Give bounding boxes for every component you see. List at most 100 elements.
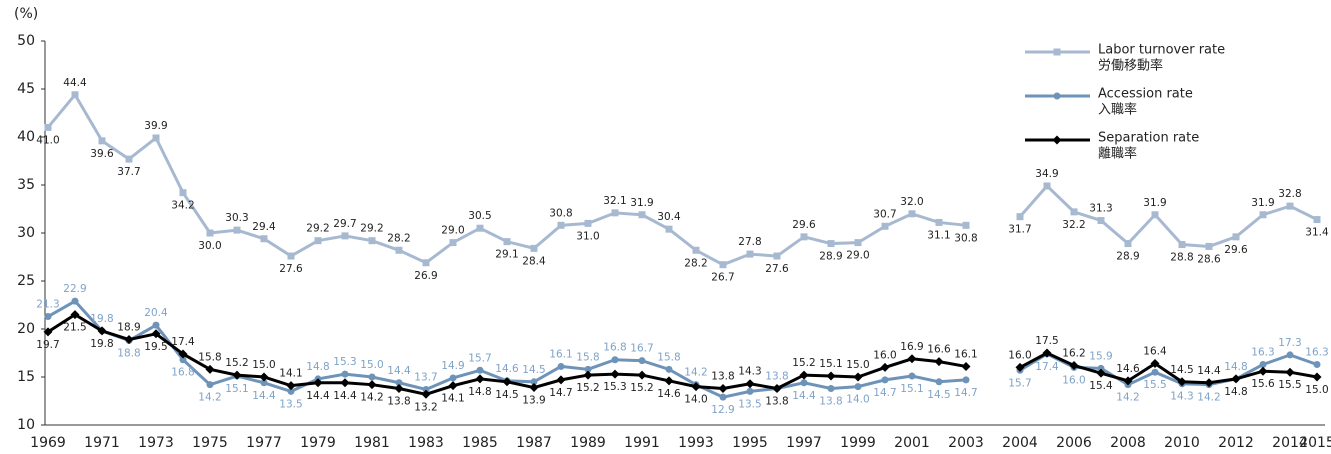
value-label: 14.0 [684,394,707,406]
point [178,349,188,359]
value-label: 13.8 [711,371,734,383]
value-label: 18.9 [117,322,140,334]
legend-label-local: 離職率 [1098,146,1137,162]
x-tick-label: 1979 [300,435,336,451]
value-label: 31.9 [1143,197,1166,209]
point [394,384,404,394]
point [44,313,52,321]
point [854,239,862,247]
x-tick-label: 1995 [732,435,768,451]
point [610,369,620,379]
value-label: 13.7 [414,371,437,383]
value-label: 18.8 [117,348,140,360]
point [341,370,349,378]
point [314,237,322,245]
point [1070,208,1078,216]
point [611,209,619,217]
value-label: 17.5 [1035,335,1058,347]
value-label: 16.0 [873,349,896,361]
point [557,221,565,229]
point [98,137,106,145]
value-label: 14.6 [495,363,519,375]
value-label: 32.0 [900,196,923,208]
point [1150,359,1160,369]
value-label: 22.9 [63,283,86,295]
point [961,361,971,371]
point [853,372,863,382]
point [691,382,701,392]
x-tick-label: 2014 [1272,435,1308,451]
value-label: 13.2 [414,401,437,413]
value-label: 37.7 [117,166,140,178]
value-label: 28.9 [1116,251,1139,263]
point [151,329,161,339]
value-label: 30.3 [225,212,248,224]
value-label: 13.8 [765,396,788,408]
point [205,364,215,374]
point [934,357,944,367]
point [665,225,673,233]
point [260,235,268,243]
point [1232,233,1240,241]
point [1312,372,1322,382]
point [206,229,214,237]
point [800,379,808,387]
value-label: 14.2 [198,392,221,404]
point [664,376,674,386]
x-tick-label: 2003 [948,435,984,451]
value-label: 15.0 [1305,384,1328,396]
y-tick-label: 45 [17,81,35,97]
point [935,378,943,386]
y-tick-label: 35 [17,177,35,193]
value-label: 17.3 [1278,337,1301,349]
value-label: 13.8 [387,396,410,408]
point [421,389,431,399]
value-label: 14.7 [873,387,896,399]
point [1178,241,1186,249]
value-label: 12.9 [711,404,734,416]
value-label: 15.0 [252,359,275,371]
value-label: 14.2 [360,392,383,404]
value-label: 14.6 [657,388,681,400]
point [638,211,646,219]
x-tick-label: 2015 [1299,435,1331,451]
point [44,123,52,131]
point [313,378,323,388]
y-tick-label: 15 [17,369,35,385]
value-label: 41.0 [36,134,59,146]
value-label: 27.6 [279,263,303,275]
point [449,374,457,382]
point [827,240,835,248]
value-label: 32.2 [1062,219,1085,231]
value-label: 34.9 [1035,168,1058,180]
value-label: 28.2 [387,232,410,244]
value-label: 14.5 [927,389,950,401]
point [206,381,214,389]
value-label: 39.6 [90,148,114,160]
point [43,327,53,337]
value-label: 15.8 [198,351,221,363]
legend-marker [1052,135,1062,145]
value-label: 15.2 [225,357,248,369]
point [1286,202,1294,210]
point [638,357,646,365]
value-label: 14.8 [1224,386,1247,398]
point [448,381,458,391]
value-label: 28.6 [1197,253,1221,265]
value-label: 14.4 [387,365,411,377]
value-label: 16.8 [603,342,626,354]
point [1204,378,1214,388]
point [367,380,377,390]
x-tick-label: 2012 [1218,435,1254,451]
value-label: 16.3 [1251,347,1274,359]
x-tick-label: 1975 [192,435,228,451]
y-tick-label: 20 [17,321,35,337]
value-label: 17.4 [171,336,195,348]
point [719,261,727,269]
point [854,383,862,391]
legend-label-local: 入職率 [1098,102,1137,118]
value-label: 16.9 [900,341,923,353]
value-label: 16.0 [1062,374,1085,386]
point [340,378,350,388]
